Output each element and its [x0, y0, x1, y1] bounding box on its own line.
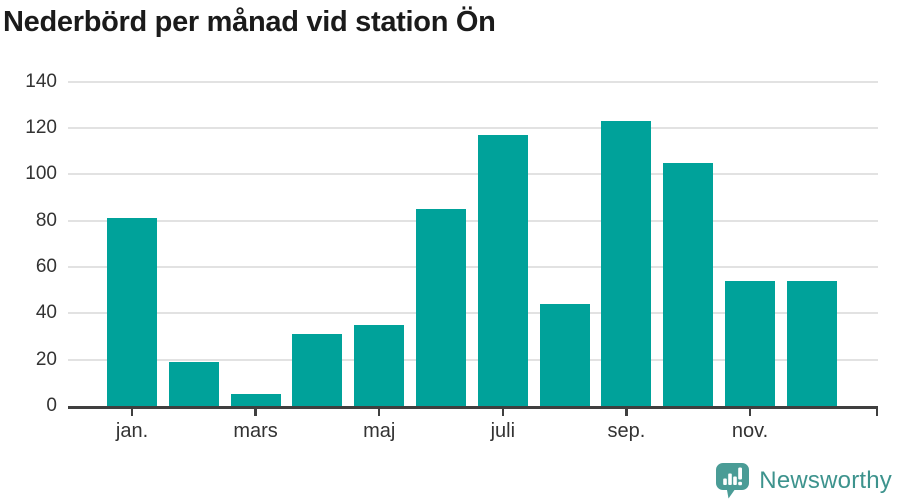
bar-feb. [168, 361, 219, 406]
logo-bubble-shape [716, 463, 750, 499]
gridline-80 [68, 219, 878, 222]
x-axis-label-sep.: sep. [607, 420, 646, 442]
y-axis-label-40: 40 [35, 302, 57, 324]
x-tick-jan. [130, 409, 134, 416]
gridline-60 [68, 265, 878, 268]
x-axis-label-maj: maj [363, 420, 396, 442]
chart-title: Nederbörd per månad vid station Ön [3, 6, 496, 38]
newsworthy-bubble-chart-icon [715, 462, 750, 500]
bar-nov. [725, 280, 775, 406]
bar-mars [230, 394, 281, 406]
x-tick-sep. [625, 409, 628, 416]
gridline-120 [68, 126, 878, 129]
chart-stage: 0 20 40 60 80 100 120 140 jan. mars maj juli sep. nov… [25, 70, 878, 442]
bar-juni [416, 209, 466, 406]
bar-maj [354, 324, 405, 406]
bar-juli [477, 134, 528, 406]
y-axis-label-100: 100 [25, 163, 57, 185]
x-axis-label-jan.: jan. [115, 420, 149, 442]
gridline-140 [68, 80, 878, 83]
x-axis-label-juli: juli [490, 420, 516, 442]
x-tick-nov. [748, 409, 752, 416]
y-axis-label-20: 20 [35, 348, 57, 370]
gridline-20 [68, 358, 878, 361]
gridline-40 [68, 312, 878, 315]
bar-jan. [107, 218, 157, 406]
x-axis-label-nov.: nov. [731, 420, 769, 442]
bar-sep. [601, 120, 652, 406]
x-axis-label-mars: mars [233, 420, 278, 442]
x-tick-maj [377, 409, 381, 416]
y-axis-label-80: 80 [35, 209, 57, 231]
x-axis-end-tick [875, 409, 878, 416]
newsworthy-logo[interactable]: Newsworthy [715, 462, 892, 500]
bar-okt. [663, 162, 714, 406]
bar-apr. [292, 334, 343, 406]
bar-dec. [786, 280, 837, 406]
x-tick-mars [254, 409, 257, 416]
bar-aug. [539, 304, 590, 406]
y-axis-label-140: 140 [25, 70, 57, 92]
gridline-100 [68, 173, 878, 176]
x-axis-line [68, 406, 878, 409]
x-tick-juli [501, 409, 505, 416]
y-axis-label-0: 0 [46, 395, 57, 416]
y-axis-label-60: 60 [35, 255, 57, 277]
newsworthy-brand-text: Newsworthy [759, 467, 892, 494]
y-axis-label-120: 120 [25, 116, 57, 138]
